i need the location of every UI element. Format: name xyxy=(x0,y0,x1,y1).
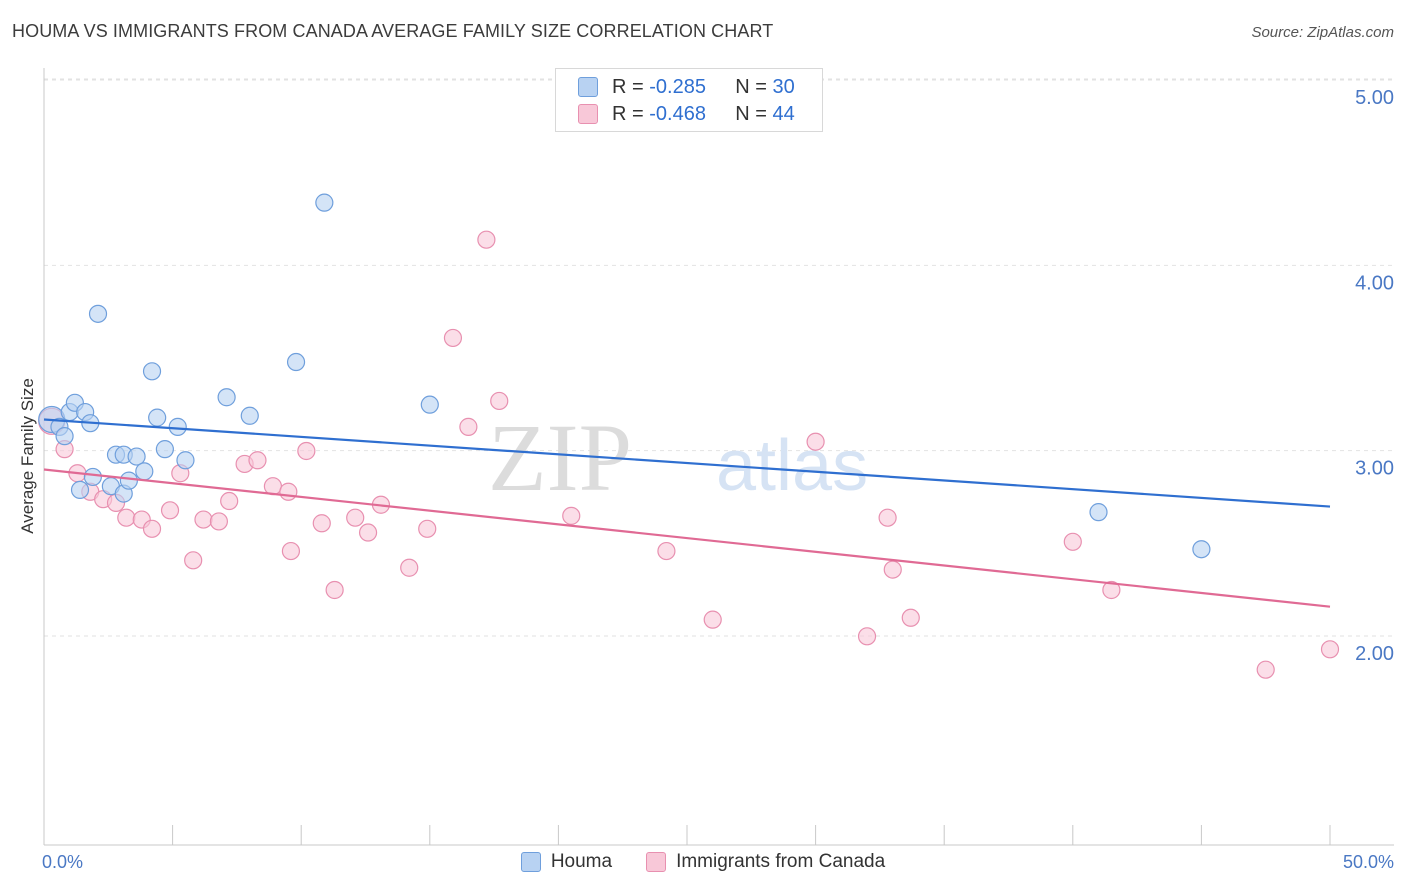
houma-point xyxy=(240,406,259,425)
n-label: N = xyxy=(735,75,767,98)
houma-point xyxy=(119,471,138,490)
canada-point xyxy=(160,501,180,520)
x-tick-label-min: 0.0% xyxy=(42,852,84,872)
canada-point xyxy=(490,391,509,411)
houma-point xyxy=(176,451,195,470)
canada-point xyxy=(400,558,419,577)
y-tick-label: 5.00 xyxy=(1355,87,1394,109)
canada-point xyxy=(857,627,877,646)
houma-point xyxy=(168,417,187,436)
y-tick-label: 4.00 xyxy=(1355,272,1394,294)
canada-point xyxy=(297,441,316,461)
houma-point xyxy=(217,388,236,407)
canada-point xyxy=(281,541,301,561)
canada-point xyxy=(459,417,478,436)
houma-trend-line xyxy=(43,418,1331,508)
watermark: ZIP atlas xyxy=(488,404,868,511)
canada-point xyxy=(220,491,239,511)
canada-point xyxy=(142,519,162,538)
y-tick-labels: 2.00 3.00 4.00 5.00 xyxy=(1355,87,1394,665)
x-tick-label-max: 50.0% xyxy=(1342,852,1394,872)
houma-swatch xyxy=(578,77,598,97)
houma-point xyxy=(1192,540,1211,559)
legend-label-canada: Immigrants from Canada xyxy=(676,851,886,872)
houma-point xyxy=(1089,503,1108,522)
canada-point xyxy=(562,506,581,525)
n-value: 44 xyxy=(772,102,795,125)
canada-point xyxy=(657,541,676,561)
y-axis-label: Average Family Size xyxy=(18,378,37,534)
canada-point xyxy=(1320,640,1340,659)
canada-point xyxy=(443,328,463,348)
houma-point xyxy=(88,304,108,323)
canada-point xyxy=(477,230,496,249)
canada-point xyxy=(806,432,825,451)
houma-point xyxy=(148,408,167,427)
canada-point xyxy=(279,482,298,501)
houma-legend-swatch xyxy=(520,852,541,872)
r-label: R = xyxy=(612,75,644,98)
canada-point xyxy=(901,608,920,627)
stats-row-houma: R = -0.285 N = 30 xyxy=(578,74,795,100)
houma-point xyxy=(135,462,154,481)
canada-point xyxy=(209,512,228,531)
houma-point xyxy=(127,447,146,466)
houma-point xyxy=(286,352,306,372)
houma-point xyxy=(315,193,334,212)
stats-row-canada: R = -0.468 N = 44 xyxy=(578,101,795,127)
houma-point xyxy=(155,440,174,459)
series-immigrants-from-canada xyxy=(38,230,1340,679)
correlation-stats-box: R = -0.285 N = 30 R = -0.468 N = 44 xyxy=(555,68,823,132)
canada-point xyxy=(1102,580,1121,600)
n-value: 30 xyxy=(772,75,795,98)
houma-point xyxy=(70,480,90,500)
canada-point xyxy=(184,551,203,570)
legend-item-canada[interactable]: Immigrants from Canada xyxy=(646,851,885,873)
trend-lines xyxy=(43,418,1331,608)
houma-point xyxy=(142,362,162,381)
canada-point xyxy=(358,523,378,542)
r-label: R = xyxy=(612,102,644,125)
canada-point xyxy=(418,519,437,538)
houma-point xyxy=(55,427,74,446)
canada-point xyxy=(312,514,331,533)
canada-point xyxy=(194,510,213,529)
houma-point xyxy=(420,395,439,414)
n-label: N = xyxy=(735,102,767,125)
canada-trend-line xyxy=(43,468,1331,608)
series-houma xyxy=(38,193,1211,559)
canada-point xyxy=(878,508,897,527)
canada-point xyxy=(703,610,722,629)
canada-point xyxy=(263,477,283,496)
canada-point xyxy=(1256,660,1275,679)
canada-point xyxy=(117,508,136,527)
canada-legend-swatch xyxy=(646,852,667,872)
legend-item-houma[interactable]: Houma xyxy=(520,851,613,873)
chart-title: HOUMA VS IMMIGRANTS FROM CANADA AVERAGE … xyxy=(12,21,774,41)
r-value: -0.468 xyxy=(649,102,706,125)
y-tick-label: 2.00 xyxy=(1355,643,1394,665)
gridlines xyxy=(44,78,1394,637)
houma-point xyxy=(83,467,102,487)
source-credit: Source: ZipAtlas.com xyxy=(1251,24,1394,41)
canada-point xyxy=(325,580,344,600)
canada-point xyxy=(248,451,267,470)
r-value: -0.285 xyxy=(649,75,706,98)
canada-point xyxy=(1063,532,1082,551)
canada-point xyxy=(883,560,902,579)
canada-point xyxy=(346,508,365,527)
legend-label-houma: Houma xyxy=(550,851,613,872)
canada-swatch xyxy=(578,104,598,124)
y-tick-label: 3.00 xyxy=(1355,458,1394,480)
axes xyxy=(43,68,1394,846)
legend: Houma Immigrants from Canada xyxy=(0,851,1406,873)
